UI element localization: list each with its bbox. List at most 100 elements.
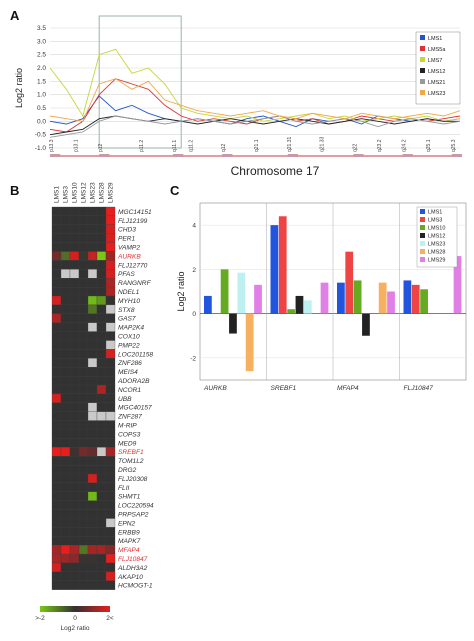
a-series-line [49, 78, 461, 133]
b-heatmap-cell [78, 242, 89, 252]
b-heatmap-cell [69, 313, 80, 323]
b-row-label: CHD3 [118, 227, 136, 234]
b-heatmap-cell [69, 295, 80, 306]
b-heatmap-cell [87, 536, 98, 546]
b-heatmap-cell [69, 491, 80, 501]
c-category-label: MFAP4 [337, 385, 359, 392]
a-ytick-label: 1.5 [37, 78, 46, 85]
c-legend-swatch [420, 217, 425, 222]
c-bar [453, 256, 462, 314]
b-heatmap-cell [69, 340, 80, 350]
b-heatmap-cell [105, 242, 116, 252]
b-heatmap-cell [69, 260, 80, 270]
b-heatmap-cell [51, 251, 62, 261]
b-heatmap-cell [87, 340, 98, 350]
b-heatmap-cell [69, 545, 80, 555]
b-heatmap-cell [87, 331, 98, 341]
b-heatmap-cell [87, 322, 98, 332]
b-row-label: MAP2K4 [118, 325, 144, 332]
b-heatmap-cell [60, 411, 71, 421]
b-heatmap-cell [60, 322, 71, 332]
a-y-axis-label: Log2 ratio [14, 68, 24, 108]
b-heatmap-cell [51, 269, 62, 279]
b-heatmap-cell [51, 518, 62, 528]
a-ytick-label: 1.0 [37, 92, 46, 99]
b-heatmap-cell [96, 331, 107, 341]
b-heatmap-cell [96, 527, 107, 537]
b-heatmap-cell [78, 384, 89, 395]
b-heatmap-cell [78, 553, 89, 564]
b-scale-tick-label: 0 [73, 615, 77, 622]
b-heatmap-cell [78, 509, 89, 519]
c-legend-label: LMS3 [428, 218, 442, 224]
b-heatmap-cell [78, 456, 89, 466]
b-heatmap-cell [51, 464, 62, 475]
b-scale-tick-label: 2< [106, 615, 114, 622]
c-category-label: AURKB [203, 385, 227, 392]
b-row-label: PRPSAP2 [118, 512, 149, 519]
b-heatmap-cell [51, 491, 62, 501]
b-heatmap-cell [69, 571, 80, 581]
a-band-label: p13.1 [74, 139, 80, 152]
b-row-label: MFAP4 [118, 547, 140, 554]
b-heatmap-cell [69, 536, 80, 546]
a-legend-label: LMS5a [428, 47, 446, 53]
b-heatmap-cell [78, 322, 89, 332]
b-row-label: ERBB9 [118, 529, 140, 536]
b-heatmap-cell [78, 224, 89, 234]
b-heatmap-cell [96, 536, 107, 546]
b-heatmap-cell [96, 251, 107, 261]
b-heatmap-cell [96, 491, 107, 501]
b-row-label: HCMOGT-1 [118, 583, 153, 590]
b-heatmap-cell [60, 500, 71, 510]
b-heatmap-cell [69, 562, 80, 573]
b-heatmap-cell [60, 402, 71, 412]
b-heatmap-cell [78, 482, 89, 492]
b-heatmap-cell [87, 286, 98, 297]
b-heatmap-cell [78, 340, 89, 350]
b-heatmap-cell [60, 278, 71, 288]
b-heatmap-cell [78, 313, 89, 323]
b-row-label: GAS7 [118, 316, 136, 323]
b-heatmap-cell [105, 429, 116, 439]
b-heatmap-cell [96, 456, 107, 466]
b-heatmap-cell [69, 473, 80, 484]
a-legend-label: LMS1 [428, 36, 442, 42]
b-heatmap-cell [105, 393, 116, 403]
b-row-label: NDEL1 [118, 289, 140, 296]
panel-a-line-chart: 3.5 3.0 2.5 2.0 1.5 1.0 0.5 0.0 -0.5 -1.0 p13.3 p13… [14, 15, 463, 178]
a-series-line [49, 115, 461, 138]
b-row-label: MYH10 [118, 298, 140, 305]
c-bar [320, 282, 329, 314]
b-heatmap-cell [60, 545, 71, 555]
b-heatmap-cell [87, 473, 98, 484]
b-heatmap-cell [51, 278, 62, 288]
b-heatmap-cell [96, 358, 107, 368]
c-bar [254, 284, 262, 314]
c-ytick-label: -2 [190, 355, 196, 362]
b-heatmap-cell [78, 286, 89, 297]
b-heatmap-cell [69, 384, 80, 395]
b-heatmap-cell [105, 491, 116, 501]
panel-c-letter: C [170, 183, 180, 198]
b-row-label: FLJ20308 [118, 476, 148, 483]
c-bar [295, 295, 304, 314]
b-heatmap-cell [96, 384, 107, 395]
b-heatmap-cell [96, 375, 107, 386]
a-band-mark [451, 154, 463, 157]
a-legend-swatch [420, 35, 425, 40]
b-heatmap-cell [60, 420, 71, 430]
c-bar [245, 313, 254, 372]
b-heatmap-cell [105, 304, 116, 314]
b-heatmap-cell [96, 447, 107, 457]
b-heatmap-cell [69, 402, 80, 412]
b-heatmap-cell [51, 438, 62, 448]
b-heatmap-cell [105, 206, 116, 217]
b-heatmap-cell [78, 545, 89, 555]
b-heatmap-cell [51, 500, 62, 510]
b-heatmap-cell [105, 464, 116, 475]
b-heatmap-cell [78, 233, 89, 243]
b-heatmap-cell [51, 313, 62, 323]
b-heatmap-cell [78, 215, 89, 225]
b-heatmap-cell [96, 393, 107, 403]
